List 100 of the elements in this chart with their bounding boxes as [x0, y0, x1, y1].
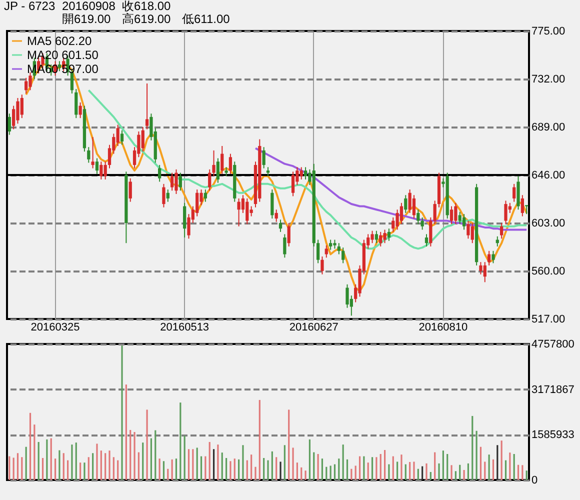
text: 20160908 — [62, 0, 116, 13]
candlestick — [342, 247, 345, 264]
candlestick — [120, 130, 124, 146]
candlestick — [274, 209, 278, 222]
candlestick — [228, 153, 232, 174]
candlestick — [458, 211, 462, 225]
candlestick — [78, 102, 82, 119]
candlestick — [404, 194, 408, 214]
candlestick — [170, 172, 174, 192]
candlestick — [283, 234, 286, 258]
candlestick — [320, 256, 324, 275]
candlestick — [483, 262, 486, 283]
candlestick — [429, 216, 432, 247]
candlestick — [462, 214, 466, 230]
candlestick — [433, 200, 436, 225]
candlestick — [287, 222, 290, 247]
candlestick — [392, 216, 395, 232]
text: 開619.00 — [62, 12, 111, 26]
candlestick — [374, 230, 378, 244]
candlestick — [104, 161, 107, 180]
text: 高619.00 — [122, 12, 171, 26]
candlestick — [204, 189, 207, 202]
candlestick — [396, 209, 399, 230]
candlestick — [208, 168, 212, 192]
candlestick — [454, 202, 458, 225]
chart-title: JP - 6723 — [4, 0, 56, 13]
candlestick — [316, 239, 320, 264]
candlestick — [470, 222, 474, 244]
candlestick — [116, 124, 120, 146]
line-series — [88, 89, 528, 250]
y-tick-label: 732.00 — [532, 74, 566, 86]
candlestick — [520, 194, 524, 217]
x-tick-label: 20160325 — [30, 322, 80, 334]
candlestick — [196, 189, 199, 217]
candlestick — [291, 171, 295, 197]
text: 收618.00 — [122, 0, 171, 13]
candlestick — [262, 146, 266, 169]
y-tick-label: 775.00 — [532, 26, 566, 38]
candlestick — [20, 94, 24, 119]
text: 低611.00 — [182, 12, 230, 26]
candlestick — [162, 183, 166, 208]
candlestick — [488, 250, 491, 266]
candlestick — [479, 262, 482, 275]
y-tick-label: 3171867 — [532, 384, 574, 396]
y-tick-label: 0 — [532, 474, 538, 486]
candlestick — [492, 250, 495, 264]
candlestick — [87, 146, 90, 164]
candlestick — [8, 113, 11, 136]
candlestick — [337, 242, 340, 255]
candlestick — [383, 229, 386, 244]
candlestick — [412, 194, 416, 220]
candlestick — [278, 219, 282, 232]
candlestick — [496, 236, 499, 247]
candlestick — [187, 214, 190, 240]
candlestick — [100, 161, 103, 180]
candlestick — [212, 150, 216, 177]
y-tick-label: 517.00 — [532, 314, 566, 326]
candlestick — [216, 158, 220, 184]
candlestick — [174, 168, 178, 194]
candlestick — [424, 234, 428, 247]
y-tick-label: 646.00 — [532, 170, 566, 182]
candlestick — [466, 220, 470, 240]
candlestick — [300, 166, 303, 180]
candlestick — [387, 228, 391, 242]
candlestick — [12, 105, 16, 130]
candlestick — [28, 72, 32, 91]
candlestick — [95, 158, 99, 174]
candlestick — [250, 206, 253, 217]
candlestick — [329, 239, 332, 250]
candlestick — [16, 97, 20, 124]
y-tick-label: 4757800 — [532, 338, 574, 350]
legend-label: MA20 601.50 — [27, 48, 99, 62]
candlestick — [504, 200, 508, 225]
legend-label: MA5 602.20 — [27, 34, 92, 48]
candlestick — [500, 222, 504, 240]
candlestick — [512, 183, 516, 202]
candlestick — [158, 164, 162, 182]
candlestick — [74, 88, 78, 119]
x-tick-label: 20160513 — [160, 322, 210, 334]
candlestick — [400, 202, 404, 225]
candlestick — [237, 198, 240, 227]
candlestick — [450, 206, 454, 225]
candlestick — [270, 189, 274, 220]
candlestick — [246, 198, 249, 225]
candlestick — [128, 178, 132, 202]
y-tick-label: 1585933 — [532, 429, 574, 442]
y-tick-label: 560.00 — [532, 266, 566, 278]
candlestick — [416, 209, 420, 225]
candlestick — [178, 172, 182, 192]
candlestick — [324, 244, 328, 258]
candlestick — [420, 216, 424, 230]
candlestick — [24, 77, 28, 94]
candlestick — [220, 145, 224, 174]
candlestick — [379, 231, 382, 247]
x-tick-label: 20160810 — [418, 322, 468, 334]
candlestick — [91, 136, 94, 169]
candlestick — [304, 166, 308, 180]
candlestick — [166, 189, 170, 202]
candlestick — [183, 202, 186, 238]
candlestick — [141, 126, 144, 152]
